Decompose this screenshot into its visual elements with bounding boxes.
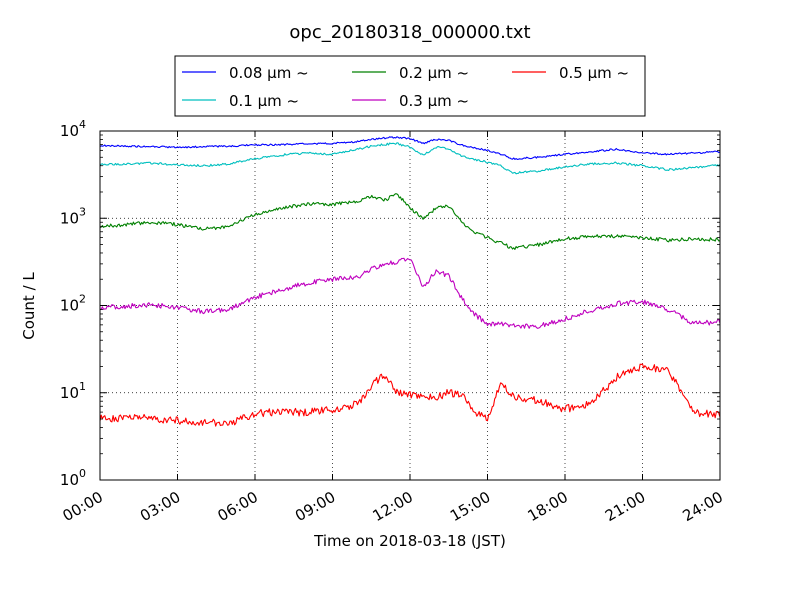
series-line xyxy=(99,257,721,329)
y-tick-exponent: 0 xyxy=(79,467,86,480)
y-tick-base: 10 xyxy=(60,297,79,315)
y-tick-exponent: 4 xyxy=(79,118,86,131)
y-tick-label: 104 xyxy=(60,118,86,140)
series-line xyxy=(99,142,721,175)
y-tick-label: 101 xyxy=(60,380,86,402)
x-axis-label: Time on 2018-03-18 (JST) xyxy=(313,532,506,550)
series-lines xyxy=(99,136,721,427)
ticks xyxy=(99,130,721,481)
y-tick-exponent: 2 xyxy=(79,293,86,306)
y-axis-label: Count / L xyxy=(20,272,38,340)
series-line xyxy=(99,136,721,160)
legend-label: 0.5 μm ~ xyxy=(559,64,629,82)
y-tick-base: 10 xyxy=(60,209,79,227)
legend: 0.08 μm ~ 0.1 μm ~ 0.2 μm ~ 0.3 μm ~ 0.5 μm … xyxy=(174,55,646,117)
y-tick-label: 102 xyxy=(60,293,86,315)
y-tick-exponent: 1 xyxy=(79,380,86,393)
y-tick-label: 100 xyxy=(60,467,86,489)
y-tick-base: 10 xyxy=(60,384,79,402)
series-line xyxy=(99,193,721,250)
y-tick-label: 103 xyxy=(60,205,86,227)
legend-box xyxy=(174,55,646,117)
chart-title: opc_20180318_000000.txt xyxy=(289,22,530,43)
legend-label: 0.2 μm ~ xyxy=(399,64,469,82)
series-line xyxy=(99,363,721,427)
y-tick-base: 10 xyxy=(60,471,79,489)
y-tick-base: 10 xyxy=(60,122,79,140)
legend-label: 0.1 μm ~ xyxy=(229,92,299,110)
legend-label: 0.08 μm ~ xyxy=(229,64,309,82)
legend-label: 0.3 μm ~ xyxy=(399,92,469,110)
y-tick-exponent: 3 xyxy=(79,205,86,218)
